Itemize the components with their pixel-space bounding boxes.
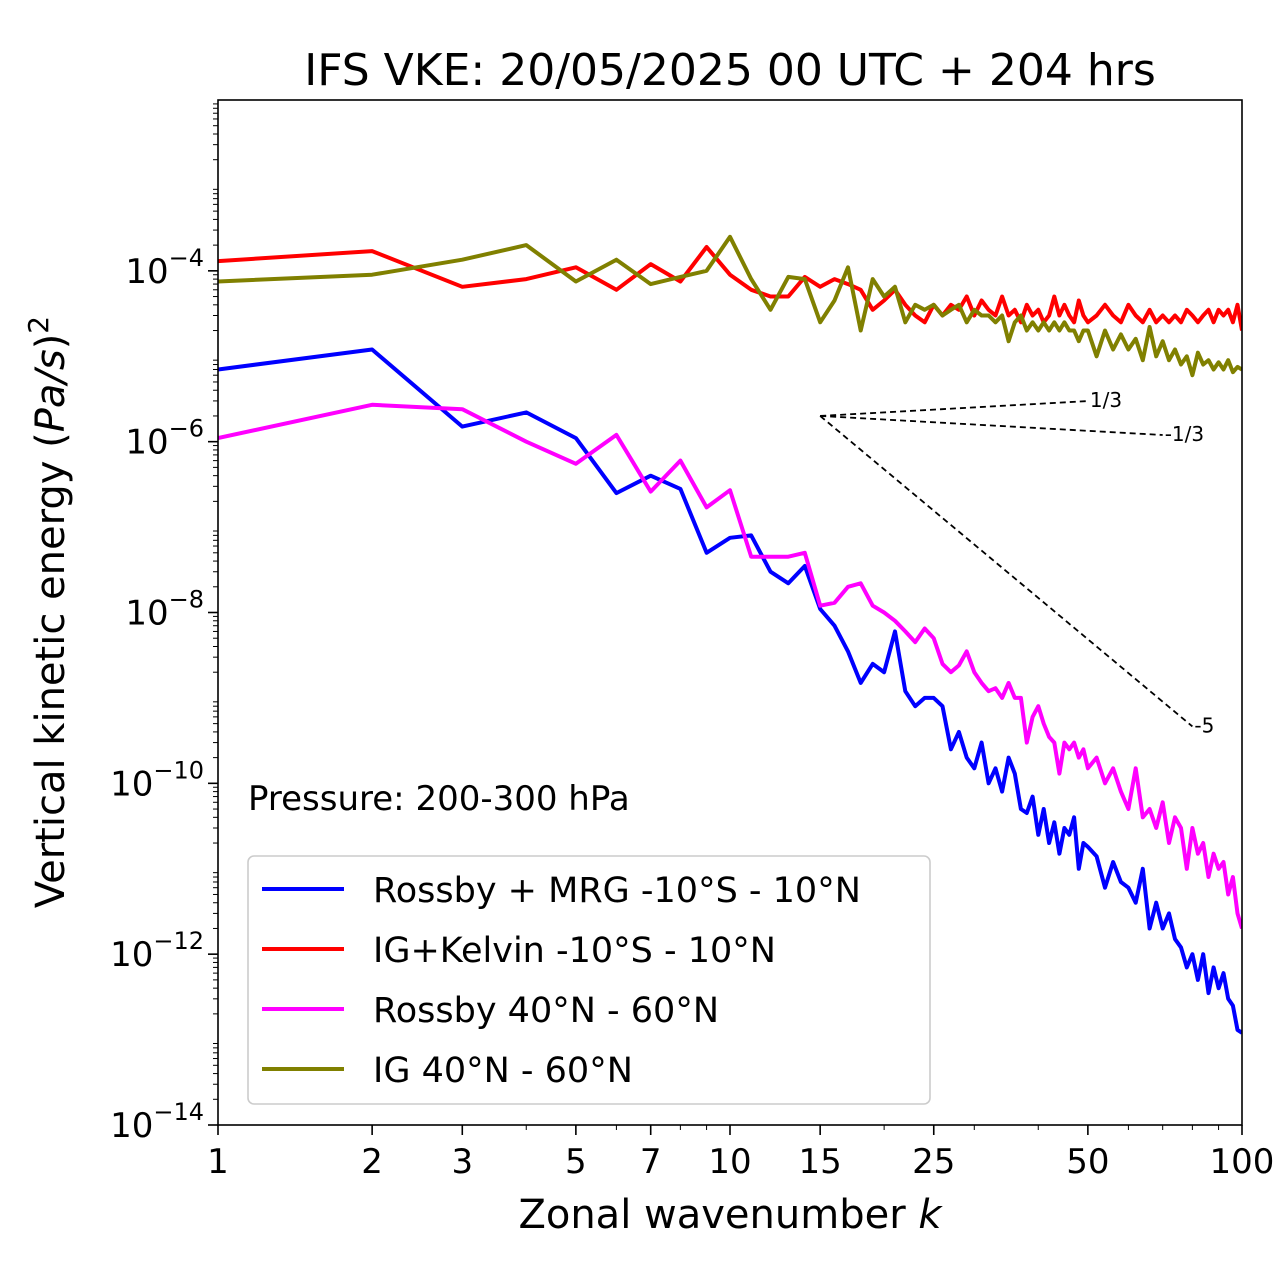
- y-tick-label-base: 10: [125, 252, 168, 292]
- y-tick-label-base: 10: [125, 423, 168, 463]
- reference-line-0: [820, 400, 1088, 417]
- legend-label: Rossby 40°N - 60°N: [373, 991, 719, 1031]
- y-tick-label-base: 10: [110, 764, 153, 804]
- legend: Rossby + MRG -10°S - 10°N IG+Kelvin -10°S…: [247, 855, 931, 1105]
- y-tick-label-exponent: −10: [153, 756, 204, 784]
- x-tick-label: 25: [912, 1142, 955, 1182]
- series-line-3: [218, 234, 1242, 378]
- y-tick-label-base: 10: [110, 1106, 153, 1146]
- chart-title: IFS VKE: 20/05/2025 00 UTC + 204 hrs: [304, 45, 1156, 96]
- x-axis-label: Zonal wavenumber k: [518, 1192, 943, 1238]
- y-tick-label-base: 10: [125, 594, 168, 634]
- y-tick-label: 10−12: [110, 927, 204, 975]
- y-tick-label-exponent: −4: [169, 244, 204, 272]
- x-tick-label: 10: [708, 1142, 751, 1182]
- reference-line-label: -1/3: [1165, 422, 1204, 446]
- series-line-2: [218, 402, 1242, 930]
- y-tick-label: 10−6: [125, 415, 204, 463]
- x-axis: 1 2 3 5 7 10 15 25 50 100: [207, 1125, 1274, 1182]
- series-line-0: [218, 347, 1242, 1035]
- y-tick-label: 10−14: [110, 1098, 204, 1146]
- x-tick-label: 2: [361, 1142, 383, 1182]
- x-tick-label: 7: [640, 1142, 662, 1182]
- y-axis-label-exponent: 2: [22, 316, 55, 334]
- series-line-1: [218, 245, 1242, 331]
- x-axis-label-symbol: k: [918, 1192, 943, 1238]
- x-tick-label: 50: [1066, 1142, 1109, 1182]
- legend-box: [247, 855, 931, 1105]
- x-tick-label: 100: [1210, 1142, 1275, 1182]
- x-tick-label: 15: [799, 1142, 842, 1182]
- x-tick-label: 5: [565, 1142, 587, 1182]
- reference-line-2: [819, 415, 1193, 728]
- reference-line-1: [820, 415, 1163, 436]
- legend-label: IG 40°N - 60°N: [373, 1051, 633, 1091]
- reference-line-label: -5: [1194, 713, 1214, 737]
- y-tick-label-base: 10: [110, 935, 153, 975]
- legend-label: IG+Kelvin -10°S - 10°N: [373, 931, 776, 971]
- x-tick-label: 1: [207, 1142, 229, 1182]
- y-axis-label: Vertical kinetic energy (Pa/s)2: [22, 316, 74, 908]
- y-tick-label: 10−10: [110, 756, 204, 804]
- y-axis-label-unit: Pa/s: [28, 349, 74, 432]
- pressure-annotation: Pressure: 200-300 hPa: [248, 779, 630, 819]
- y-tick-label-exponent: −8: [169, 586, 204, 614]
- y-axis-label-paren: ): [28, 334, 74, 350]
- y-tick-label-exponent: −14: [153, 1098, 204, 1126]
- legend-label: Rossby + MRG -10°S - 10°N: [373, 871, 861, 911]
- y-tick-label-exponent: −6: [169, 415, 204, 443]
- x-tick-label: 3: [451, 1142, 473, 1182]
- y-tick-label-exponent: −12: [153, 927, 204, 955]
- reference-line-label: 1/3: [1090, 388, 1122, 412]
- plot-area: [218, 234, 1242, 1035]
- y-tick-label: 10−4: [125, 244, 204, 292]
- y-tick-label: 10−8: [125, 586, 204, 634]
